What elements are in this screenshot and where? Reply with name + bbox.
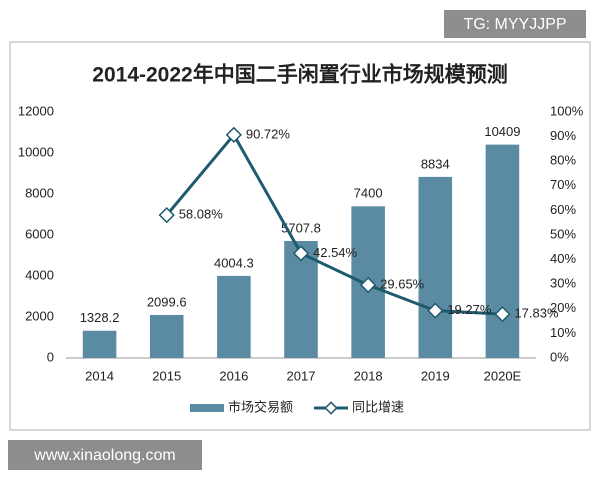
y2-tick-label: 50% [550, 226, 576, 241]
y-tick-label: 8000 [25, 185, 54, 200]
bar [82, 330, 117, 358]
y2-tick-label: 0% [550, 349, 569, 364]
legend-label: 同比增速 [352, 399, 404, 414]
y2-tick-label: 100% [550, 103, 584, 118]
y2-tick-label: 20% [550, 300, 576, 315]
x-tick-label: 2018 [354, 368, 383, 383]
line-marker [158, 206, 175, 224]
bar-value-label: 8834 [421, 156, 450, 171]
bar-value-label: 4004.3 [214, 255, 254, 270]
y-tick-label: 4000 [25, 267, 54, 282]
y-tick-label: 10000 [18, 144, 54, 159]
line-marker [292, 245, 310, 262]
legend-label: 市场交易额 [228, 399, 293, 414]
y2-tick-label: 80% [550, 153, 576, 168]
x-tick-label: 2019 [421, 368, 450, 383]
y-tick-label: 0 [47, 349, 54, 364]
bar-value-label: 5707.8 [281, 220, 321, 235]
y2-tick-label: 70% [550, 177, 576, 192]
bar [418, 176, 453, 358]
y-tick-label: 6000 [25, 226, 54, 241]
x-tick-label: 2020E [484, 368, 522, 383]
bar-value-label: 1328.2 [80, 310, 120, 325]
x-tick-label: 2017 [287, 368, 316, 383]
x-tick-label: 2014 [85, 368, 114, 383]
bar-value-label: 10409 [484, 124, 520, 139]
watermark: TG: MYYJJPP [463, 16, 566, 33]
line-value-label: 17.83% [514, 306, 559, 321]
legend-swatch [324, 401, 338, 415]
y-tick-label: 2000 [25, 308, 54, 323]
x-tick-label: 2015 [152, 368, 181, 383]
y-tick-label: 12000 [18, 103, 54, 118]
y2-tick-label: 30% [550, 276, 576, 291]
y2-tick-label: 40% [550, 251, 576, 266]
legend-swatch [190, 404, 224, 412]
line-value-label: 42.54% [313, 245, 358, 260]
bar [149, 314, 184, 358]
bar [485, 144, 520, 358]
bar [217, 275, 251, 358]
watermark: www.xinaolong.com [33, 447, 175, 464]
x-tick-label: 2016 [219, 368, 248, 383]
line-value-label: 58.08% [179, 207, 224, 222]
y2-tick-label: 10% [550, 325, 576, 340]
bar-value-label: 7400 [354, 186, 383, 201]
watermark-box [444, 10, 586, 38]
watermark-box [8, 440, 202, 470]
y2-tick-label: 60% [550, 202, 576, 217]
line-marker [494, 306, 511, 323]
line-value-label: 19.27% [447, 302, 492, 317]
line-marker [360, 276, 377, 294]
chart-title: 2014-2022年中国二手闲置行业市场规模预测 [92, 63, 507, 87]
line-marker [225, 126, 242, 143]
bar-value-label: 2099.6 [147, 294, 187, 309]
y2-tick-label: 90% [550, 128, 576, 143]
line-value-label: 90.72% [246, 126, 291, 141]
line-marker [427, 302, 444, 319]
line-value-label: 29.65% [380, 276, 425, 291]
line [165, 132, 503, 316]
